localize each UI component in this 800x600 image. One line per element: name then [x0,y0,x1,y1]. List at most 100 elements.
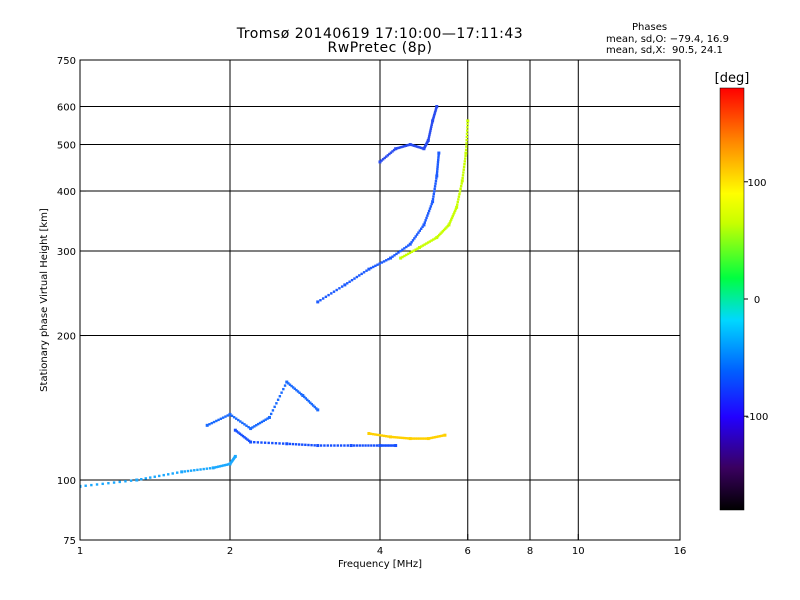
trace-dot [430,123,433,126]
trace-dot [395,252,398,256]
trace-dot [428,133,431,136]
trace-dot [230,414,234,418]
trace-dot [247,425,250,429]
x-tick-label: 1 [77,546,83,557]
trace-dot [425,216,428,220]
trace-dot [215,419,218,423]
trace-dot [436,165,439,168]
trace-series [233,428,398,448]
x-tick-label: 8 [527,546,533,557]
trace-dot [386,154,390,157]
trace-dot [223,463,227,467]
trace-point [464,151,468,155]
trace-dot [465,135,469,139]
trace-dot [193,469,196,472]
trace-dot [374,433,377,436]
trace-dot [290,384,293,388]
trace-dot [428,131,432,134]
trace-dot [375,444,379,447]
trace-dot [291,442,295,446]
trace-dot [433,113,436,117]
trace-point [426,138,430,142]
trace-dot [427,135,431,138]
trace-dot [430,202,433,206]
trace-dot [364,444,367,447]
trace-dot [263,441,267,444]
trace-dot [419,245,423,248]
trace-dot [436,167,439,171]
trace-dot [235,430,239,433]
trace-dot [423,437,426,440]
trace-dot [346,282,349,285]
trace-dot [391,435,394,439]
trace-dot [408,251,412,255]
trace-dot [383,156,386,160]
trace-point [431,200,435,204]
trace-dot [389,444,393,447]
trace-dot [369,432,373,436]
trace-dot [413,144,416,147]
trace-dot [101,482,104,486]
trace-dot [280,391,283,394]
trace-dot [288,383,292,386]
trace-dot [183,470,187,473]
trace-dot [438,435,442,438]
trace-dot [437,158,440,162]
trace-point [367,267,371,271]
trace-dot [306,398,309,402]
trace-dot [287,382,290,385]
stats-title: Phases [632,22,668,33]
trace-dot [426,241,430,244]
trace-dot [208,467,212,470]
trace-dot [307,443,310,447]
trace-dot [266,417,269,420]
trace-dot [432,436,435,439]
trace-dot [401,255,404,259]
trace-dot [431,118,435,121]
trace-dot [432,116,435,120]
trace-dot [437,435,440,438]
trace-dot [405,245,408,249]
trace-dot [112,481,116,484]
trace-dot [387,257,390,261]
trace-dot [358,274,361,277]
trace-point [349,444,353,448]
trace-dot [434,182,437,185]
trace-dot [410,241,413,244]
trace-series [367,432,447,441]
trace-dot [437,154,440,157]
trace-dot [307,400,310,403]
trace-dot [330,292,333,295]
trace-dot [260,441,263,444]
trace-dot [326,444,329,447]
colorbar-ticks: 100 0 -100 [744,178,768,423]
trace-dot [429,129,432,132]
trace-dot [343,444,346,447]
trace-point [316,300,320,304]
trace-dot [416,437,419,440]
trace-dot [421,225,424,229]
x-tick-label: 10 [572,546,585,557]
trace-dot [84,484,87,487]
trace-dot [222,464,225,467]
trace-dot [281,442,285,445]
trace-dot [199,468,202,471]
trace-dot [355,444,359,447]
trace-dot [411,239,415,242]
trace-dot [388,152,391,156]
trace-point [180,470,184,474]
trace-dot [465,142,468,145]
trace-point [228,412,232,416]
trace-dot [237,418,240,422]
trace-dot [276,398,280,401]
trace-point [399,256,403,260]
trace-dot [346,444,349,447]
trace-dot [378,262,381,265]
trace-dot [220,464,223,468]
trace-dot [313,444,316,447]
trace-point [285,442,289,446]
trace-dot [303,395,306,399]
trace-dot [406,252,410,256]
trace-dot [369,266,373,270]
grid-lines [80,60,680,540]
